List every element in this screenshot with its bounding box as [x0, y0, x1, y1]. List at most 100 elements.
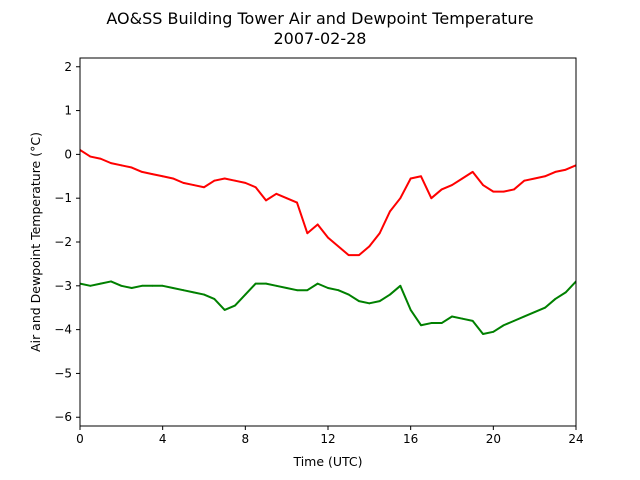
data-point	[161, 284, 164, 287]
data-point	[389, 210, 391, 213]
data-point	[471, 319, 474, 322]
data-point	[130, 287, 133, 289]
data-point	[554, 298, 557, 300]
data-point	[502, 190, 505, 193]
data-point	[265, 199, 267, 202]
data-point	[440, 188, 443, 191]
y-tick-label: 2	[64, 60, 72, 74]
data-point	[358, 254, 360, 257]
data-point	[554, 171, 557, 173]
data-point	[306, 232, 309, 235]
data-point	[430, 197, 433, 200]
data-point	[451, 315, 453, 318]
plot-frame	[79, 57, 577, 427]
data-point	[223, 177, 226, 180]
data-point	[544, 175, 546, 178]
data-point	[523, 179, 526, 182]
data-point	[192, 184, 195, 186]
data-point	[234, 179, 236, 182]
data-point	[523, 315, 526, 318]
x-tick-label: 12	[320, 432, 335, 446]
data-point	[296, 289, 298, 292]
data-point	[420, 324, 422, 327]
data-point	[120, 164, 123, 167]
data-point	[99, 157, 102, 160]
data-point	[296, 201, 298, 204]
data-point	[306, 289, 309, 292]
data-point	[327, 287, 329, 289]
y-axis-label: Air and Dewpoint Temperature (°C)	[28, 132, 43, 352]
data-point	[347, 293, 350, 296]
data-point	[564, 291, 567, 294]
x-tick-label: 8	[242, 432, 250, 446]
data-point	[316, 223, 319, 226]
data-point	[513, 188, 515, 191]
x-axis: 0 4 8 12 16 20 24	[76, 426, 584, 446]
data-point	[347, 254, 350, 257]
data-point	[358, 300, 360, 303]
data-point	[461, 177, 464, 180]
data-point	[213, 298, 216, 300]
data-point	[420, 175, 422, 178]
data-point	[244, 293, 247, 296]
data-point	[203, 293, 205, 296]
data-point	[533, 311, 536, 313]
data-point	[378, 300, 381, 303]
data-point	[161, 175, 164, 178]
y-tick-label: −3	[54, 279, 72, 293]
y-tick-label: 1	[64, 104, 72, 118]
data-point	[368, 245, 371, 248]
data-point	[482, 333, 484, 335]
data-point	[482, 184, 484, 186]
data-point	[389, 293, 391, 296]
data-point	[337, 289, 340, 292]
data-point	[533, 177, 536, 180]
data-point	[110, 280, 112, 283]
x-axis-label: Time (UTC)	[292, 454, 362, 469]
data-point	[99, 282, 102, 285]
data-point	[399, 197, 402, 200]
data-point	[213, 179, 216, 182]
x-tick-label: 16	[403, 432, 418, 446]
data-point	[141, 284, 143, 287]
data-point	[89, 284, 92, 287]
x-tick-label: 4	[159, 432, 167, 446]
chart-subtitle: 2007-02-28	[274, 29, 367, 48]
series-line-red	[80, 149, 576, 257]
data-point	[203, 186, 205, 189]
data-point	[513, 319, 515, 322]
data-point	[182, 289, 185, 292]
data-point	[492, 190, 495, 193]
chart-title: AO&SS Building Tower Air and Dewpoint Te…	[106, 9, 533, 28]
data-point	[130, 166, 133, 169]
data-point	[182, 181, 185, 184]
data-point	[151, 173, 154, 176]
data-point	[141, 171, 143, 173]
y-tick-label: −4	[54, 323, 72, 337]
plot-area	[79, 57, 577, 427]
data-point	[461, 317, 464, 320]
data-point	[275, 284, 278, 287]
data-point	[120, 284, 123, 287]
data-point	[89, 155, 92, 158]
x-tick-label: 20	[486, 432, 501, 446]
data-point	[327, 236, 329, 239]
y-axis: −6 −5 −4 −3 −2 −1 0 1 2	[54, 60, 80, 424]
data-point	[409, 309, 412, 311]
x-tick-label: 0	[76, 432, 84, 446]
data-point	[223, 309, 226, 311]
y-tick-label: −6	[54, 410, 72, 424]
data-point	[234, 304, 236, 307]
data-point	[409, 177, 412, 180]
data-point	[275, 192, 278, 195]
data-point	[440, 322, 443, 324]
data-point	[337, 245, 340, 248]
y-tick-label: 0	[64, 147, 72, 161]
data-point	[430, 322, 433, 324]
data-point	[285, 287, 288, 289]
data-point	[368, 302, 371, 305]
data-point	[564, 168, 567, 171]
y-tick-label: −2	[54, 235, 72, 249]
data-point	[151, 284, 154, 287]
